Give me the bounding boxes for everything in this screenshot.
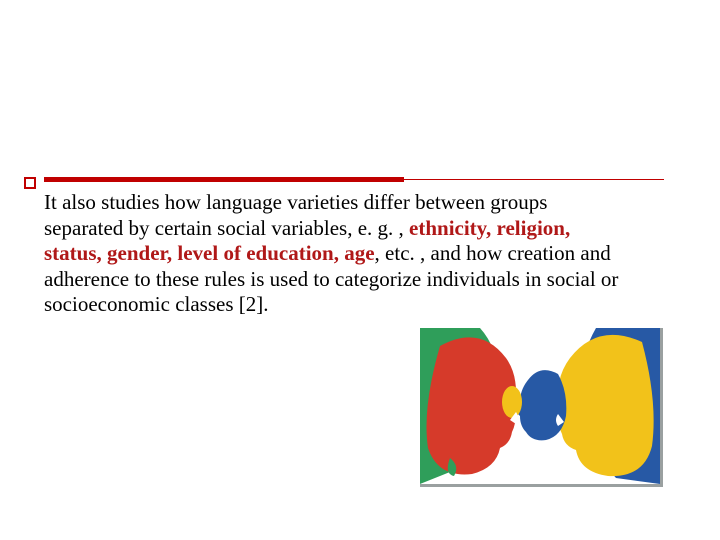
rule-thick xyxy=(44,177,404,182)
rule-thin xyxy=(404,179,664,180)
slide: It also studies how language varieties d… xyxy=(0,0,720,540)
faces-illustration xyxy=(420,328,663,487)
bullet-square-icon xyxy=(24,177,36,189)
faces-svg xyxy=(420,328,660,484)
body-text: It also studies how language varieties d… xyxy=(44,190,620,318)
